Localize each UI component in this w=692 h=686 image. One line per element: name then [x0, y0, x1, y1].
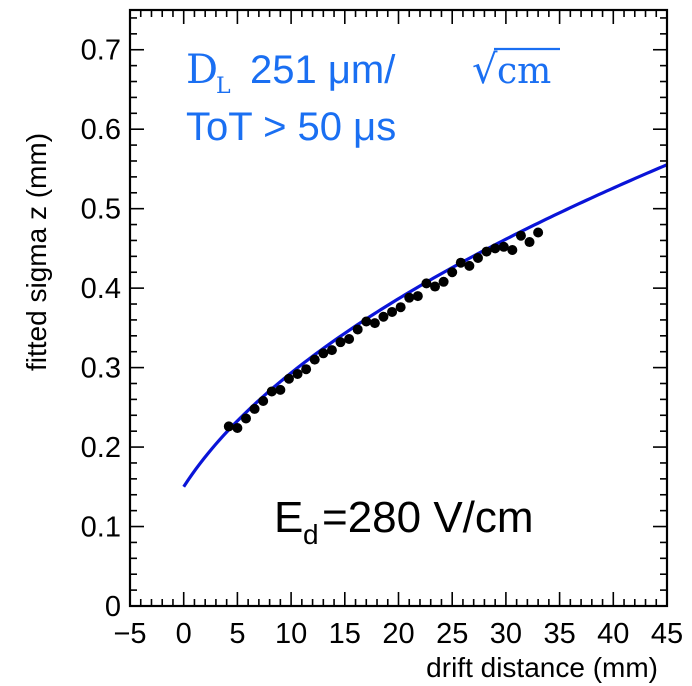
y-tick-label: 0 [105, 591, 121, 623]
data-point [258, 395, 269, 406]
y-axis-label: fitted sigma z (mm) [21, 133, 52, 371]
data-points [223, 227, 544, 433]
diffusion-annotation: D L 251 μm/ √ cm [186, 47, 560, 99]
data-point [335, 337, 346, 348]
x-tick-label: 35 [543, 618, 575, 650]
data-point [412, 291, 423, 302]
field-symbol: E [274, 493, 303, 542]
x-axis-label: drift distance (mm) [426, 652, 658, 683]
data-point [232, 422, 243, 433]
data-point [249, 403, 260, 414]
data-point [292, 368, 303, 379]
data-point [464, 260, 475, 271]
data-point [430, 281, 441, 292]
y-tick-label: 0.5 [81, 194, 121, 226]
x-tick-label: 45 [651, 618, 683, 650]
y-tick-label: 0.1 [81, 512, 121, 544]
data-point [352, 324, 363, 335]
data-point [318, 348, 329, 359]
data-point [472, 252, 483, 263]
field-value: =280 V/cm [322, 493, 534, 542]
data-point [301, 364, 312, 375]
x-tick-label: 40 [597, 618, 629, 650]
data-point [361, 316, 372, 327]
y-tick-label: 0.7 [81, 35, 121, 67]
data-point [387, 306, 398, 317]
x-tick-label: 20 [382, 618, 414, 650]
data-point [533, 227, 544, 238]
y-tick-label: 0.6 [81, 114, 121, 146]
tot-annotation: ToT > 50 μs [186, 105, 396, 149]
x-tick-label: 25 [436, 618, 468, 650]
data-point [395, 302, 406, 313]
data-point [309, 354, 320, 365]
data-point [438, 276, 449, 287]
fit-curve-group [182, 163, 668, 488]
x-tick-label: 5 [229, 618, 245, 650]
x-tick-label: −5 [113, 618, 146, 650]
data-point [283, 373, 294, 384]
sqrt-symbol: √ [472, 47, 498, 93]
data-point [223, 421, 234, 432]
diffusion-value: 251 μm/ [250, 48, 396, 92]
data-point [455, 257, 466, 268]
data-point [369, 318, 380, 329]
x-tick-label: 30 [490, 618, 522, 650]
data-point [266, 386, 277, 397]
x-tick-labels: −5 0 5 10 15 20 25 30 35 40 45 [113, 618, 683, 650]
y-tick-label: 0.4 [81, 273, 121, 305]
sqrt-unit: cm [497, 51, 551, 92]
plot-frame [128, 8, 669, 608]
diffusion-symbol: D [186, 47, 218, 93]
data-point [378, 311, 389, 322]
data-point [447, 267, 458, 278]
x-tick-label: 15 [329, 618, 361, 650]
data-point [326, 345, 337, 356]
data-point [515, 230, 526, 241]
data-point [490, 243, 501, 254]
diffusion-subscript: L [216, 74, 231, 99]
data-point [507, 244, 518, 255]
data-point [498, 241, 509, 252]
data-point [481, 246, 492, 257]
data-point [344, 333, 355, 344]
y-tick-label: 0.3 [81, 353, 121, 385]
data-point [240, 413, 251, 424]
x-tick-label: 10 [275, 618, 307, 650]
data-point [421, 278, 432, 289]
field-annotation: E d =280 V/cm [274, 493, 534, 550]
y-tick-label: 0.2 [81, 432, 121, 464]
data-point [524, 237, 535, 248]
fit-curve [182, 163, 668, 488]
x-tick-label: 0 [176, 618, 192, 650]
data-point [275, 384, 286, 395]
data-point [404, 292, 415, 303]
field-subscript: d [303, 519, 319, 550]
y-tick-labels: 0 0.1 0.2 0.3 0.4 0.5 0.6 0.7 [81, 35, 121, 623]
